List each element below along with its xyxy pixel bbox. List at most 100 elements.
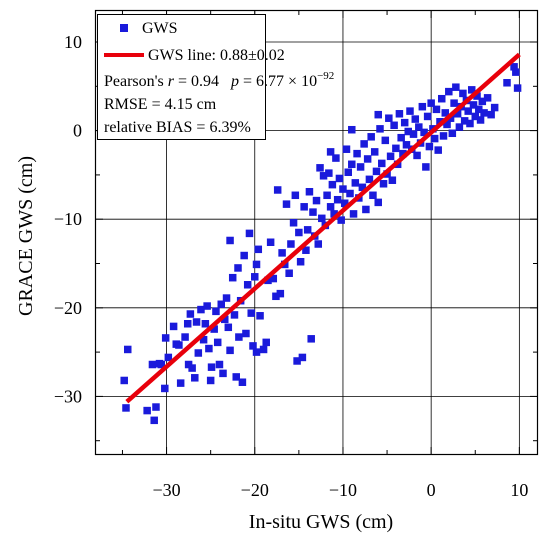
gws-point (272, 292, 280, 301)
gws-point (197, 305, 205, 314)
gws-point (124, 345, 132, 354)
x-tick-label: −10 (329, 480, 357, 500)
gws-point (473, 92, 481, 100)
gws-point (316, 164, 324, 172)
gws-point (326, 148, 335, 156)
gws-point (325, 169, 333, 177)
gws-point (418, 102, 427, 111)
gws-point (342, 145, 351, 153)
gws-point (404, 127, 412, 136)
gws-point (176, 379, 185, 387)
gws-point (351, 179, 360, 187)
gws-point (453, 110, 462, 118)
gws-point (169, 322, 178, 331)
gws-point (466, 119, 474, 128)
gws-point (476, 116, 485, 124)
gws-point (445, 87, 453, 96)
gws-point (291, 191, 300, 200)
plot-frame (94, 9, 539, 456)
gws-point (213, 338, 222, 347)
gws-point (219, 369, 227, 378)
gws-point (390, 121, 398, 130)
gws-point (392, 144, 400, 153)
gws-point (273, 186, 282, 194)
gws-point (264, 276, 272, 285)
gws-point (330, 210, 338, 218)
gws-point (302, 246, 310, 254)
bias-annotation: relative BIAS = 6.39% (104, 119, 251, 136)
gws-point (430, 134, 439, 143)
gws-point (295, 228, 303, 237)
gws-point (309, 208, 317, 216)
gws-point (217, 300, 225, 309)
gws-point (490, 103, 499, 112)
gws-point (385, 114, 393, 122)
gws-point (249, 342, 257, 350)
y-tick-label: 10 (64, 32, 82, 52)
gws-point (478, 97, 487, 106)
gws-point (300, 203, 308, 211)
gws-point (413, 151, 421, 160)
gws-point (199, 335, 208, 344)
gws-point (326, 203, 335, 211)
gws-point (415, 123, 423, 131)
gws-point (191, 374, 199, 382)
gws-point (228, 273, 237, 282)
gws-point (432, 105, 441, 114)
gws-point (374, 110, 382, 119)
gws-point (328, 180, 337, 189)
gws-point (303, 226, 312, 234)
x-tick-label: −30 (152, 480, 180, 500)
legend-label-gws: GWS (142, 20, 178, 37)
gws-point (287, 240, 295, 248)
gws-point (226, 236, 234, 245)
gws-point (513, 84, 522, 92)
gws-point (363, 155, 372, 163)
gws-point (346, 189, 354, 198)
gws-point (293, 357, 301, 365)
gws-point (356, 163, 365, 171)
gws-point (319, 172, 328, 180)
gws-point (381, 136, 390, 145)
gws-point (332, 154, 340, 162)
gws-point (238, 378, 247, 386)
gws-point (411, 115, 420, 123)
gws-point (207, 363, 216, 371)
gws-point (215, 360, 224, 369)
legend-square-marker (120, 24, 128, 32)
y-tick-label: 0 (73, 121, 82, 141)
gws-point (367, 133, 375, 141)
gws-point (400, 118, 409, 127)
gws-point (349, 210, 358, 218)
y-tick-labels: −30 −20 −10 0 10 (54, 32, 82, 406)
gws-point (475, 105, 483, 114)
gws-point (224, 323, 233, 332)
y-tick-label: −20 (54, 298, 82, 318)
gws-point (469, 101, 478, 109)
gws-point (251, 273, 259, 281)
gws-point (205, 344, 213, 353)
gws-point (161, 334, 170, 342)
gws-point (335, 174, 344, 183)
gws-point (278, 249, 286, 257)
gws-point (510, 63, 518, 71)
gws-point (409, 130, 418, 138)
gws-point (480, 109, 488, 117)
gws-point (348, 160, 356, 169)
gws-point (339, 185, 347, 193)
gws-point (192, 318, 201, 326)
gws-point (259, 345, 268, 354)
legend-label-gws-line: GWS line: 0.88±0.02 (148, 47, 285, 64)
gws-point (512, 68, 520, 76)
gws-point (243, 281, 252, 289)
y-axis-label: GRACE GWS (cm) (15, 156, 37, 316)
gws-point (194, 349, 203, 357)
gws-point (175, 341, 183, 349)
gws-point (232, 373, 240, 381)
legend-frame (97, 14, 266, 140)
gws-point (370, 148, 379, 156)
gws-point (399, 149, 407, 158)
gws-point (459, 89, 467, 98)
gws-point (441, 109, 450, 117)
gws-point (420, 128, 428, 137)
